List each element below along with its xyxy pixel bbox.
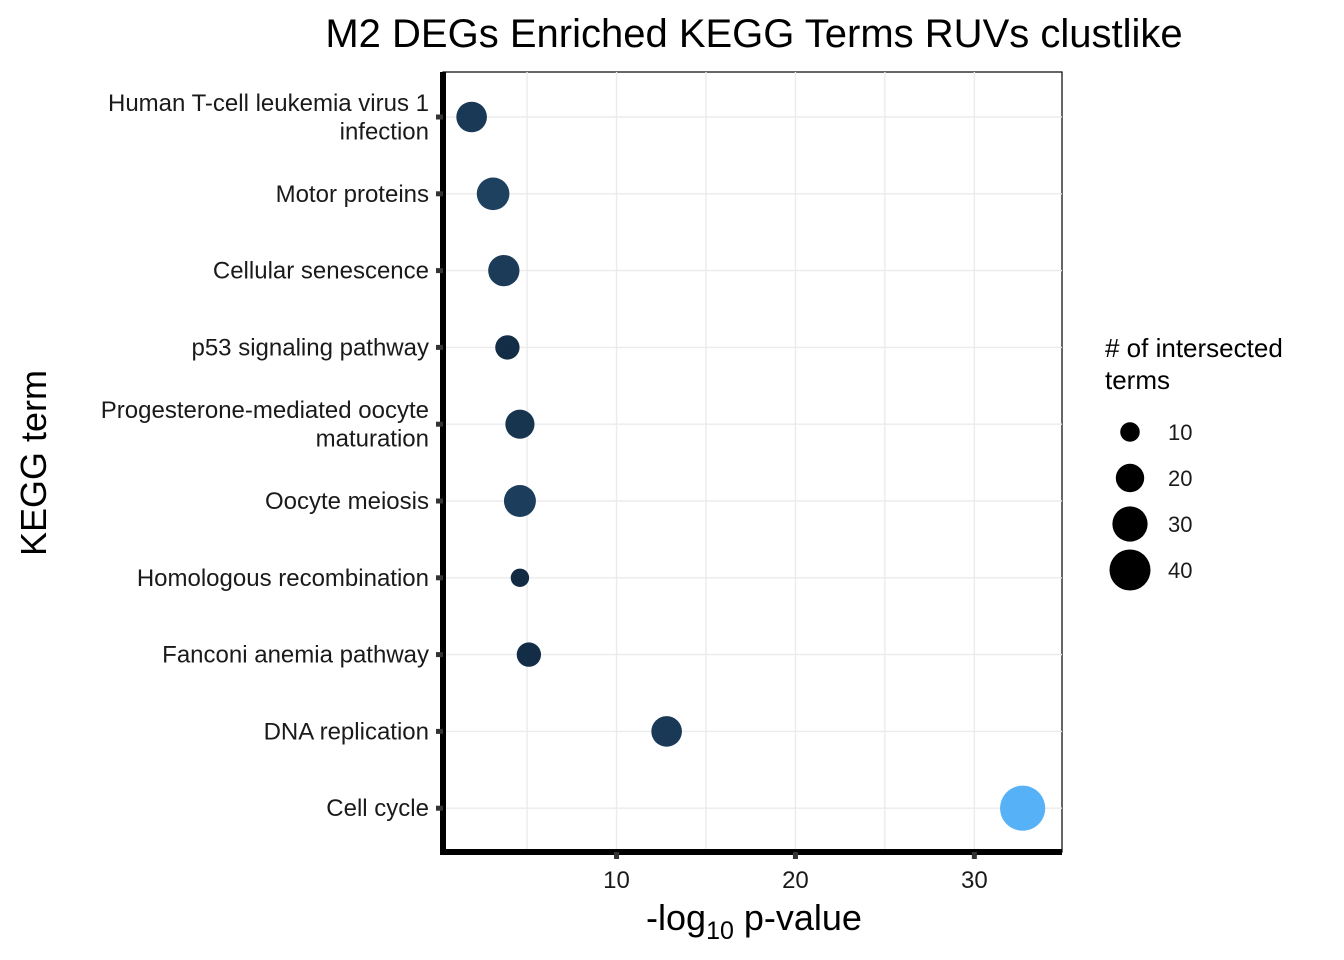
legend-key-circle	[1112, 506, 1148, 542]
y-tick-label: Human T-cell leukemia virus 1 infection	[108, 90, 429, 146]
data-point	[651, 716, 682, 747]
legend-key-label: 40	[1168, 558, 1192, 583]
y-tick-label: Oocyte meiosis	[265, 488, 429, 515]
data-point	[510, 568, 530, 587]
data-point	[456, 101, 487, 133]
data-point	[488, 254, 520, 287]
chart-title: M2 DEGs Enriched KEGG Terms RUVs clustli…	[325, 12, 1182, 56]
y-tick-label: Homologous recombination	[137, 565, 429, 592]
data-point	[516, 642, 542, 667]
x-tick-label: 20	[782, 867, 809, 894]
legend-key-label: 20	[1168, 466, 1192, 491]
legend-key-label: 10	[1168, 420, 1192, 445]
axes	[440, 72, 1062, 855]
x-axis-label-subscript: 10	[706, 917, 734, 945]
data-point	[476, 177, 510, 211]
data-point	[1000, 785, 1046, 831]
legend-title: # of intersected	[1105, 333, 1283, 363]
y-axis-tick-labels: Human T-cell leukemia virus 1 infection Mo…	[101, 90, 443, 822]
data-point	[495, 335, 520, 360]
panel-border	[442, 71, 1063, 853]
y-tick-label: Cellular senescence	[213, 258, 429, 285]
legend-key-circle	[1120, 422, 1140, 442]
y-tick-label: Progesterone-mediated oocyte maturation	[101, 397, 429, 453]
data-points	[456, 101, 1046, 831]
legend-key-circle	[1109, 549, 1151, 591]
y-axis-label: KEGG term	[13, 370, 54, 556]
size-legend: # of intersected terms 10 20 30 40	[1105, 333, 1283, 591]
y-tick-label: Motor proteins	[276, 181, 429, 208]
y-tick-label: DNA replication	[264, 718, 429, 745]
plot-panel	[442, 71, 1063, 853]
x-axis-label-suffix: p-value	[734, 897, 862, 938]
grid-lines	[443, 72, 1062, 852]
legend-key-label: 30	[1168, 512, 1192, 537]
x-axis-label-prefix: -log	[646, 897, 706, 938]
y-tick-label: p53 signaling pathway	[191, 334, 429, 361]
legend-title: terms	[1105, 365, 1170, 395]
data-point	[505, 409, 535, 439]
data-point	[503, 485, 536, 517]
y-tick-label: Cell cycle	[326, 795, 429, 822]
x-tick-label: 10	[603, 867, 630, 894]
legend-key-circle	[1115, 463, 1145, 493]
x-tick-label: 30	[961, 867, 988, 894]
x-axis-label: -log10 p-value	[646, 897, 862, 945]
y-tick-label: Fanconi anemia pathway	[162, 642, 429, 669]
x-axis-tick-labels: 10 20 30	[603, 852, 988, 894]
